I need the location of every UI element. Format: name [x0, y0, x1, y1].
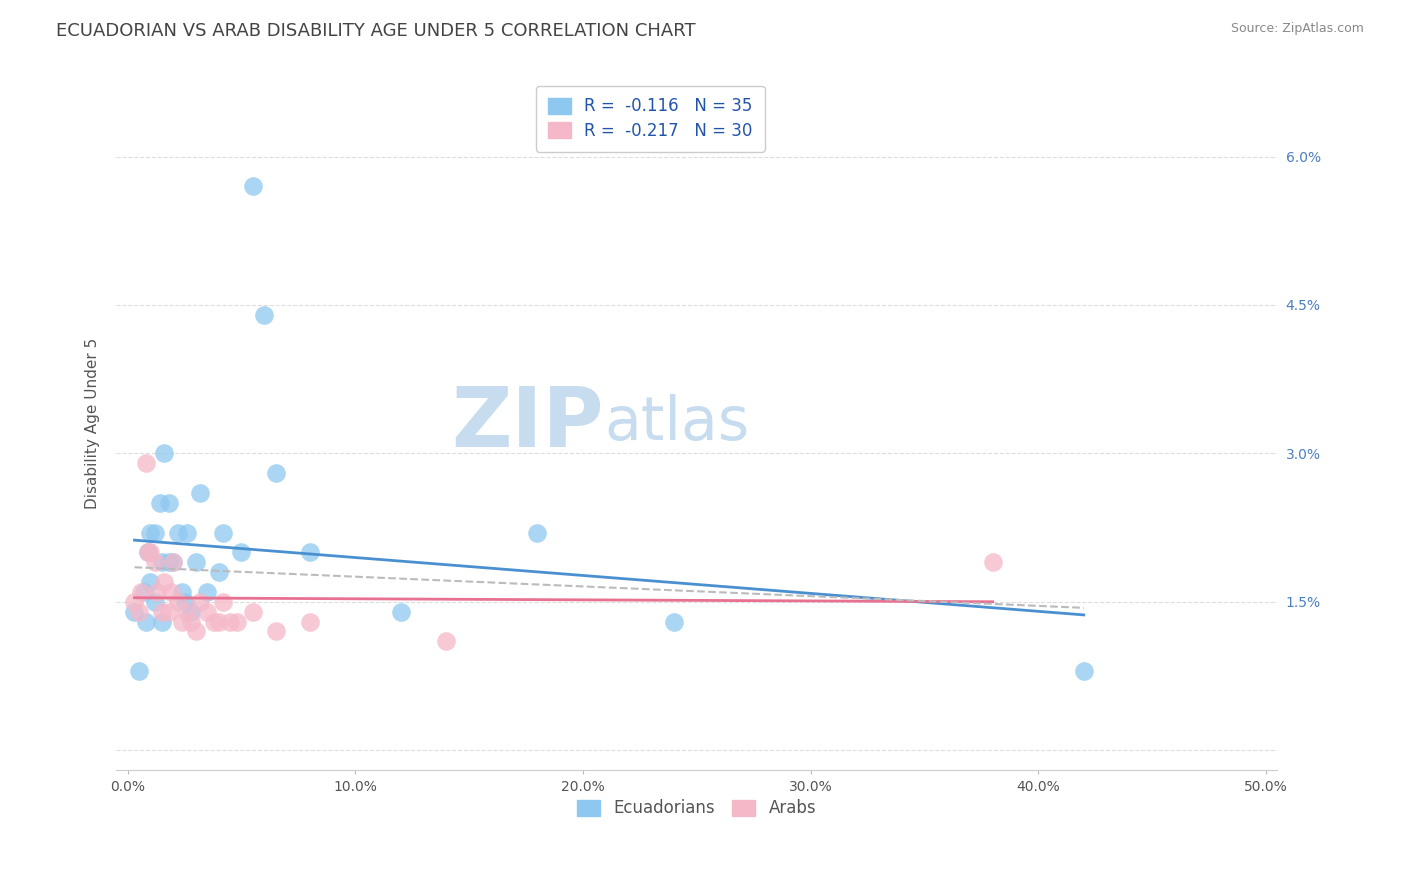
- Point: [264, 624, 287, 639]
- Point: [253, 308, 276, 322]
- Point: [176, 605, 198, 619]
- Point: [157, 605, 180, 619]
- Point: [242, 179, 264, 194]
- Point: [166, 525, 188, 540]
- Point: [124, 605, 146, 619]
- Point: [143, 525, 166, 540]
- Point: [208, 615, 231, 629]
- Point: [153, 446, 176, 460]
- Point: [184, 624, 207, 639]
- Point: [190, 486, 212, 500]
- Point: [157, 555, 180, 569]
- Point: [139, 525, 162, 540]
- Point: [242, 605, 264, 619]
- Point: [173, 595, 195, 609]
- Point: [172, 615, 194, 629]
- Point: [298, 615, 321, 629]
- Point: [157, 496, 180, 510]
- Legend: Ecuadorians, Arabs: Ecuadorians, Arabs: [571, 793, 823, 824]
- Point: [153, 574, 176, 589]
- Text: Source: ZipAtlas.com: Source: ZipAtlas.com: [1230, 22, 1364, 36]
- Point: [219, 615, 242, 629]
- Text: atlas: atlas: [605, 394, 749, 453]
- Point: [150, 555, 173, 569]
- Point: [981, 555, 1004, 569]
- Point: [139, 574, 162, 589]
- Point: [298, 545, 321, 559]
- Point: [195, 605, 218, 619]
- Point: [143, 595, 166, 609]
- Point: [135, 456, 157, 470]
- Point: [143, 555, 166, 569]
- Point: [166, 595, 188, 609]
- Point: [202, 615, 225, 629]
- Point: [162, 555, 184, 569]
- Point: [434, 634, 457, 648]
- Point: [180, 615, 202, 629]
- Point: [128, 605, 150, 619]
- Point: [124, 595, 146, 609]
- Point: [208, 565, 231, 579]
- Point: [226, 615, 249, 629]
- Point: [184, 555, 207, 569]
- Point: [135, 615, 157, 629]
- Point: [160, 585, 183, 599]
- Point: [139, 545, 162, 559]
- Point: [1073, 664, 1095, 678]
- Point: [526, 525, 548, 540]
- Text: ZIP: ZIP: [451, 384, 605, 464]
- Point: [212, 525, 235, 540]
- Point: [264, 466, 287, 480]
- Point: [148, 496, 170, 510]
- Point: [132, 585, 155, 599]
- Point: [172, 585, 194, 599]
- Point: [389, 605, 412, 619]
- Point: [180, 605, 202, 619]
- Point: [662, 615, 685, 629]
- Point: [176, 525, 198, 540]
- Point: [131, 585, 153, 599]
- Y-axis label: Disability Age Under 5: Disability Age Under 5: [86, 338, 100, 509]
- Point: [136, 545, 159, 559]
- Point: [190, 595, 212, 609]
- Point: [150, 605, 173, 619]
- Point: [146, 585, 169, 599]
- Point: [150, 615, 173, 629]
- Point: [195, 585, 218, 599]
- Point: [231, 545, 253, 559]
- Point: [212, 595, 235, 609]
- Text: ECUADORIAN VS ARAB DISABILITY AGE UNDER 5 CORRELATION CHART: ECUADORIAN VS ARAB DISABILITY AGE UNDER …: [56, 22, 696, 40]
- Point: [136, 545, 159, 559]
- Point: [162, 555, 184, 569]
- Point: [128, 664, 150, 678]
